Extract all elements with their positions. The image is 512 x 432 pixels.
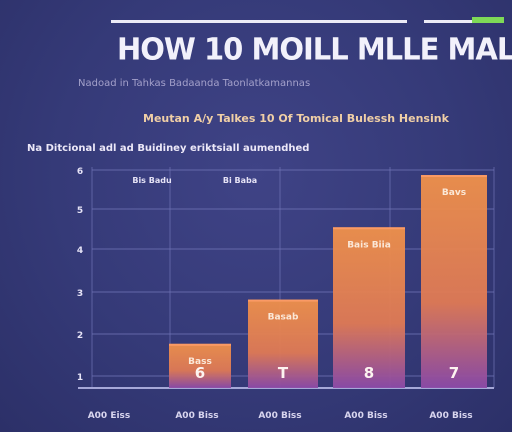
column-note: Bis Badu: [132, 176, 172, 185]
bar: [421, 175, 487, 388]
bar-highlight: [421, 175, 487, 178]
x-tick-label: A00 Eiss: [88, 411, 131, 421]
y-tick-label: 5: [77, 206, 83, 216]
y-tick-label: 2: [77, 331, 83, 341]
bar-value-label: 6: [195, 364, 205, 382]
y-axis-label: Na Ditcional adl ad Buidiney eriktsiall …: [27, 143, 310, 154]
bar-inner-label: Bass: [188, 357, 212, 367]
bar-inner-label: Bais Biia: [347, 240, 391, 250]
accent-bar: [472, 17, 504, 23]
x-tick-label: A00 Biss: [175, 411, 218, 421]
bar: [248, 299, 318, 388]
y-tick-label: 6: [77, 167, 83, 177]
bar-value-label: T: [278, 364, 289, 382]
y-tick-label: 4: [77, 246, 83, 256]
bar-value-label: 8: [364, 364, 374, 382]
chart-caption: Meutan A/y Talkes 10 Of Tomical Bulessh …: [143, 112, 449, 125]
bar-value-label: 7: [449, 364, 459, 382]
title-top-rule: [111, 20, 407, 23]
chart-title: HOW 10 MOILL MLLE MALI MOBLE: [117, 31, 512, 67]
title-top-rule-right: [424, 20, 484, 23]
y-tick-label: 1: [77, 373, 83, 383]
x-tick-label: A00 Biss: [258, 411, 301, 421]
bar-highlight: [333, 227, 405, 230]
x-tick-label: A00 Biss: [344, 411, 387, 421]
column-note: Bi Baba: [223, 176, 257, 185]
bar: [169, 343, 231, 388]
y-tick-label: 3: [77, 289, 83, 299]
bar-inner-label: Basab: [268, 313, 299, 323]
bar-inner-label: Bavs: [442, 188, 466, 198]
bar-highlight: [169, 343, 231, 346]
chart-subtitle: Nadoad in Tahkas Badaanda Taonlatkamanna…: [78, 78, 311, 89]
bar-highlight: [248, 299, 318, 302]
x-tick-label: A00 Biss: [429, 411, 472, 421]
bar: [333, 227, 405, 388]
